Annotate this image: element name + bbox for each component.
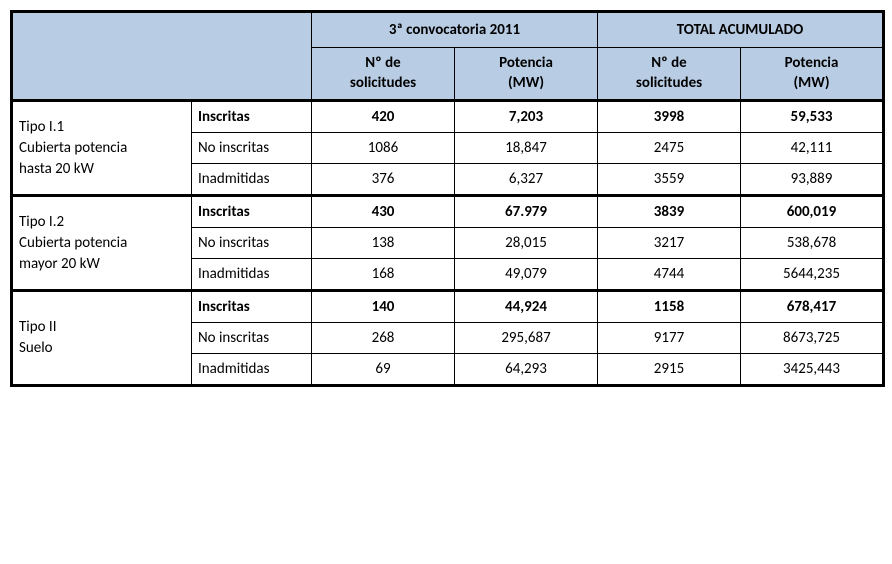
value-cell: 6,327: [455, 164, 598, 196]
subcategory-cell: Inadmitidas: [192, 259, 312, 291]
value-cell: 3839: [598, 196, 741, 228]
subcategory-cell: Inscritas: [192, 101, 312, 133]
value-cell: 376: [312, 164, 455, 196]
header-blank: [12, 12, 312, 101]
data-table: 3ª convocatoria 2011 TOTAL ACUMULADO Nº …: [10, 10, 885, 387]
value-cell: 140: [312, 291, 455, 323]
subcategory-cell: Inscritas: [192, 196, 312, 228]
value-cell: 1086: [312, 133, 455, 164]
table-header: 3ª convocatoria 2011 TOTAL ACUMULADO Nº …: [12, 12, 884, 101]
category-label: Suelo: [19, 339, 53, 357]
subcategory-cell: Inadmitidas: [192, 354, 312, 386]
header-label: (MW): [508, 74, 544, 92]
value-cell: 295,687: [455, 323, 598, 354]
value-cell: 69: [312, 354, 455, 386]
value-cell: 138: [312, 228, 455, 259]
value-cell: 18,847: [455, 133, 598, 164]
header-label: Nº de: [651, 54, 686, 72]
value-cell: 8673,725: [741, 323, 884, 354]
value-cell: 1158: [598, 291, 741, 323]
header-group-total: TOTAL ACUMULADO: [598, 12, 884, 48]
value-cell: 44,924: [455, 291, 598, 323]
value-cell: 2475: [598, 133, 741, 164]
value-cell: 7,203: [455, 101, 598, 133]
header-col-solicitudes-2: Nº de solicitudes: [598, 48, 741, 101]
value-cell: 4744: [598, 259, 741, 291]
value-cell: 42,111: [741, 133, 884, 164]
category-label: Cubierta potencia: [19, 234, 127, 252]
value-cell: 93,889: [741, 164, 884, 196]
value-cell: 28,015: [455, 228, 598, 259]
category-label: Tipo I.1: [19, 118, 64, 136]
subcategory-cell: No inscritas: [192, 323, 312, 354]
table-row: Tipo I.2Cubierta potenciamayor 20 kWInsc…: [12, 196, 884, 228]
subcategory-cell: Inscritas: [192, 291, 312, 323]
value-cell: 538,678: [741, 228, 884, 259]
value-cell: 168: [312, 259, 455, 291]
subcategory-cell: No inscritas: [192, 133, 312, 164]
header-label: Potencia: [785, 54, 839, 72]
header-group-convocatoria: 3ª convocatoria 2011: [312, 12, 598, 48]
table-row: Tipo IISueloInscritas14044,9241158678,41…: [12, 291, 884, 323]
header-col-solicitudes-1: Nº de solicitudes: [312, 48, 455, 101]
category-label: Cubierta potencia: [19, 139, 127, 157]
header-col-potencia-2: Potencia (MW): [741, 48, 884, 101]
value-cell: 3425,443: [741, 354, 884, 386]
subcategory-cell: No inscritas: [192, 228, 312, 259]
header-label: Potencia: [499, 54, 553, 72]
header-label: solicitudes: [350, 74, 416, 92]
value-cell: 59,533: [741, 101, 884, 133]
header-label: solicitudes: [636, 74, 702, 92]
value-cell: 5644,235: [741, 259, 884, 291]
value-cell: 420: [312, 101, 455, 133]
category-cell: Tipo II Suelo: [12, 291, 192, 386]
category-cell: Tipo I.1 Cubierta potencia hasta 20 kW: [12, 101, 192, 196]
value-cell: 678,417: [741, 291, 884, 323]
value-cell: 9177: [598, 323, 741, 354]
value-cell: 64,293: [455, 354, 598, 386]
value-cell: 3998: [598, 101, 741, 133]
category-label: hasta 20 kW: [19, 160, 94, 178]
table-row: Tipo I.1Cubierta potenciahasta 20 kWInsc…: [12, 101, 884, 133]
value-cell: 430: [312, 196, 455, 228]
value-cell: 600,019: [741, 196, 884, 228]
value-cell: 3559: [598, 164, 741, 196]
category-label: Tipo II: [19, 318, 57, 336]
header-label: (MW): [793, 74, 829, 92]
value-cell: 2915: [598, 354, 741, 386]
category-cell: Tipo I.2 Cubierta potencia mayor 20 kW: [12, 196, 192, 291]
value-cell: 3217: [598, 228, 741, 259]
category-label: mayor 20 kW: [19, 255, 100, 273]
header-col-potencia-1: Potencia (MW): [455, 48, 598, 101]
category-label: Tipo I.2: [19, 213, 64, 231]
subcategory-cell: Inadmitidas: [192, 164, 312, 196]
value-cell: 268: [312, 323, 455, 354]
table-body: Tipo I.1 Cubierta potencia hasta 20 kW Insc…: [12, 101, 884, 386]
value-cell: 49,079: [455, 259, 598, 291]
value-cell: 67.979: [455, 196, 598, 228]
header-label: Nº de: [365, 54, 400, 72]
